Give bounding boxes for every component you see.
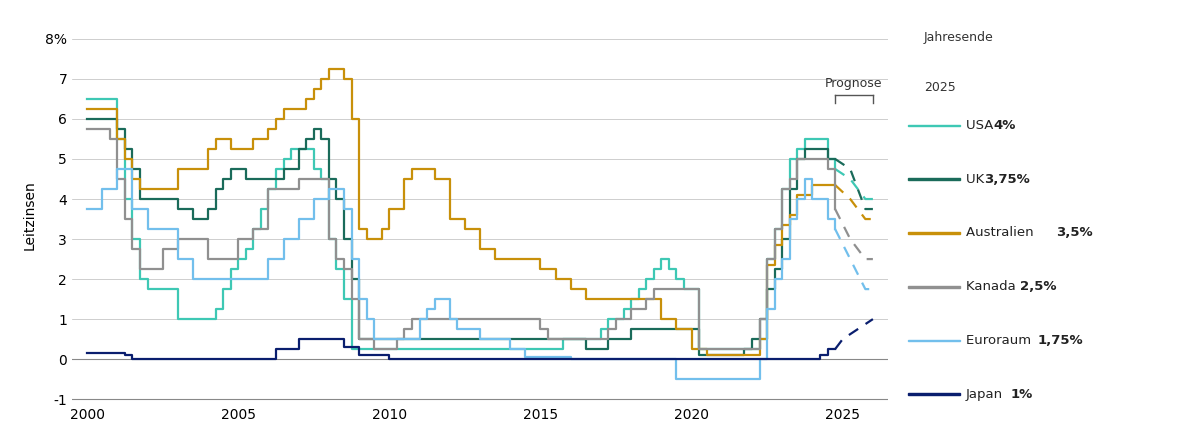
Text: 3,75%: 3,75%: [984, 172, 1030, 186]
Text: USA: USA: [966, 119, 997, 132]
Text: 4%: 4%: [994, 119, 1015, 132]
Text: Kanada: Kanada: [966, 280, 1020, 293]
Text: Jahresende: Jahresende: [924, 31, 994, 44]
Text: UK: UK: [966, 172, 989, 186]
Text: Australien: Australien: [966, 226, 1038, 240]
Text: 2025: 2025: [924, 81, 955, 94]
Text: Euroraum: Euroraum: [966, 334, 1036, 347]
Text: 2,5%: 2,5%: [1020, 280, 1056, 293]
Text: 3,5%: 3,5%: [1056, 226, 1093, 240]
Text: Prognose: Prognose: [826, 77, 883, 90]
Text: 1%: 1%: [1010, 388, 1033, 401]
Y-axis label: Leitzinsen: Leitzinsen: [23, 180, 37, 250]
Text: Japan: Japan: [966, 388, 1007, 401]
Text: 1,75%: 1,75%: [1038, 334, 1084, 347]
